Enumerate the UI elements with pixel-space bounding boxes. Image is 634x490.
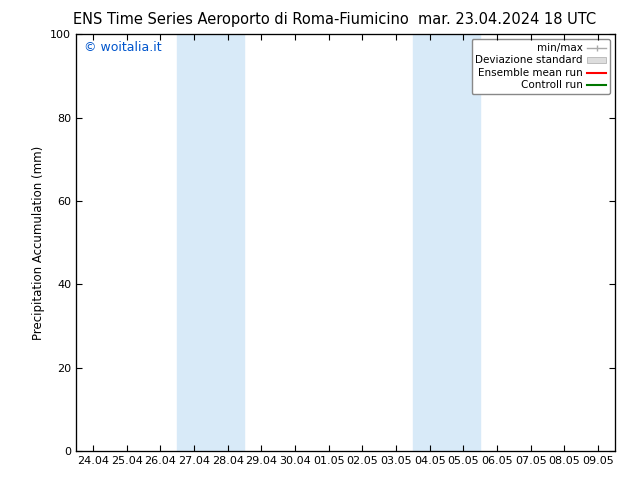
Legend: min/max, Deviazione standard, Ensemble mean run, Controll run: min/max, Deviazione standard, Ensemble m…: [472, 39, 610, 94]
Text: mar. 23.04.2024 18 UTC: mar. 23.04.2024 18 UTC: [418, 12, 596, 27]
Text: © woitalia.it: © woitalia.it: [84, 41, 162, 53]
Text: ENS Time Series Aeroporto di Roma-Fiumicino: ENS Time Series Aeroporto di Roma-Fiumic…: [73, 12, 409, 27]
Y-axis label: Precipitation Accumulation (mm): Precipitation Accumulation (mm): [32, 146, 44, 340]
Bar: [413, 34, 481, 451]
Bar: [177, 34, 245, 451]
